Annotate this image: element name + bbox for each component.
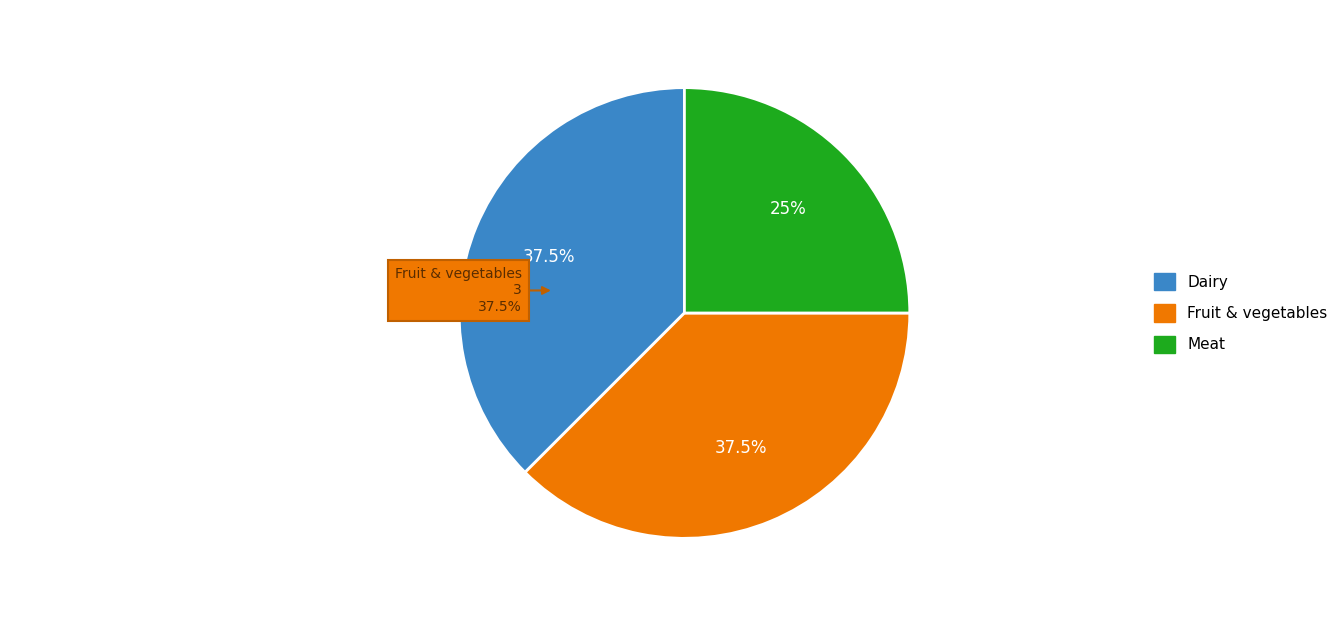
Wedge shape [684, 88, 910, 313]
Wedge shape [459, 88, 684, 473]
Text: Fruit & vegetables
3
37.5%: Fruit & vegetables 3 37.5% [395, 267, 522, 314]
Wedge shape [525, 313, 910, 538]
Text: 37.5%: 37.5% [714, 439, 766, 458]
Legend: Dairy, Fruit & vegetables, Meat: Dairy, Fruit & vegetables, Meat [1154, 273, 1327, 353]
Text: 37.5%: 37.5% [523, 248, 576, 266]
Text: 25%: 25% [769, 200, 807, 218]
